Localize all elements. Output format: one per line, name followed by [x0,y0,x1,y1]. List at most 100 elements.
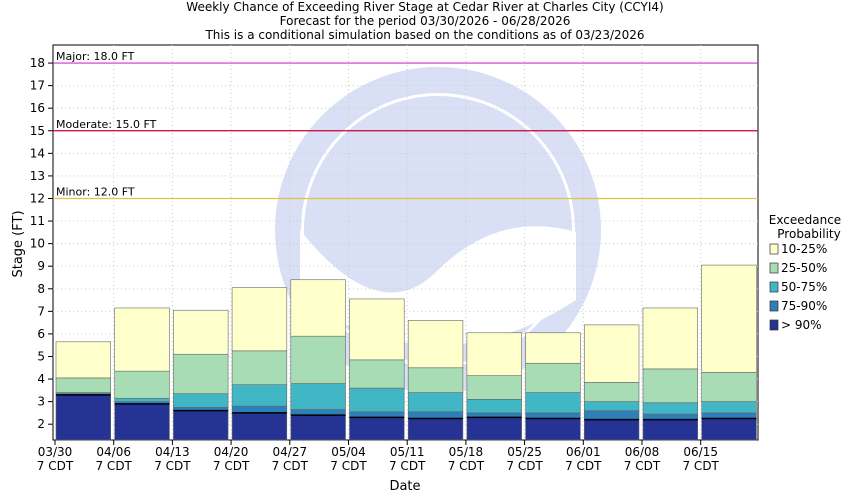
legend-swatch [769,243,779,255]
bar-segment [525,418,581,441]
legend-entry: > 90% [781,318,822,332]
legend-swatch [769,281,779,293]
chart-titles: Weekly Chance of Exceeding River Stage a… [0,0,850,42]
bar-segment [642,402,699,415]
y-tick-label: 8 [37,282,45,296]
x-tick-time: 7 CDT [565,459,602,473]
legend-entry: 75-90% [781,299,827,313]
x-tick-time: 7 CDT [624,459,661,473]
y-tick-label: 11 [30,214,45,228]
y-tick-label: 17 [30,79,45,93]
chart-subtitle-2: This is a conditional simulation based o… [205,28,645,42]
bar-segment [231,384,288,407]
bar-segment [466,375,522,400]
x-tick-date: 05/11 [390,445,425,459]
bar-segment [114,370,170,399]
bar-segment [114,397,170,402]
bar-segment [173,309,229,355]
threshold-label: Major: 18.0 FT [56,50,135,63]
bar-segment [55,377,112,393]
y-tick-label: 3 [37,395,45,409]
bar-segment [349,417,405,441]
legend-entry: 50-75% [781,280,827,294]
bar-segment [349,387,405,413]
bar-segment [407,392,464,413]
x-tick-date: 05/04 [331,445,366,459]
bar-segment [349,359,405,389]
legend-title-2: Probability [777,227,840,241]
bar-segment [701,418,757,441]
y-tick-label: 14 [30,146,45,160]
bar-segment [290,383,346,410]
threshold-label: Moderate: 15.0 FT [56,118,157,131]
bar-segment [525,392,581,414]
bar-segment [701,371,757,402]
y-axis-label: Stage (FT) [11,210,26,277]
y-tick-label: 16 [30,101,45,115]
bar-segment [407,367,464,393]
x-tick-date: 04/06 [96,445,131,459]
bar-segment [466,417,522,441]
legend-swatch [769,262,779,274]
bar-segment [642,307,699,370]
x-tick-time: 7 CDT [330,459,367,473]
bar-segment [173,393,229,408]
bar-segment [466,399,522,414]
bar-segment [583,382,640,402]
bar-segment [642,368,699,404]
x-axis-label: Date [389,479,420,494]
y-tick-label: 13 [30,169,45,183]
bar-segment [642,413,699,420]
bar-segment [349,411,405,418]
bar-segment [114,403,170,441]
bar-segment [407,320,464,369]
legend-swatch [769,300,779,312]
bar-segment [583,324,640,383]
x-tick-time: 7 CDT [506,459,543,473]
bar-segment [290,414,346,441]
x-tick-time: 7 CDT [389,459,426,473]
x-tick-date: 04/13 [155,445,190,459]
x-tick-time: 7 CDT [682,459,719,473]
bar-segment [407,418,464,441]
y-tick-label: 12 [30,191,45,205]
bar-segment [407,411,464,419]
bar-segment [173,353,229,395]
x-tick-date: 05/18 [449,445,484,459]
y-tick-label: 9 [37,259,45,273]
bar-segment [583,419,640,441]
bar-segment [701,401,757,414]
bar-segment [525,332,581,364]
plot-frame [52,44,759,441]
x-tick-time: 7 CDT [95,459,132,473]
bar-segment [55,341,112,379]
y-tick-label: 2 [37,417,45,431]
bar-segment [525,362,581,393]
x-tick-date: 05/25 [507,445,542,459]
bar-segment [231,412,288,441]
bar-segment [55,394,112,441]
chart-title: Weekly Chance of Exceeding River Stage a… [186,0,664,14]
bar-segment [231,405,288,414]
bar-segment [290,409,346,416]
y-tick-label: 10 [30,237,45,251]
x-tick-time: 7 CDT [213,459,250,473]
legend-title: Exceedance [769,213,841,227]
bar-segment [701,412,757,419]
threshold-label: Minor: 12.0 FT [56,185,135,198]
x-tick-date: 06/01 [566,445,601,459]
x-tick-date: 03/30 [38,445,73,459]
legend-entry: 25-50% [781,261,827,275]
bar-segment [173,410,229,441]
bar-segment [290,335,346,384]
legend-entry: 10-25% [781,242,827,256]
x-tick-time: 7 CDT [448,459,485,473]
y-tick-label: 5 [37,349,45,363]
bar-segment [583,401,640,411]
y-tick-label: 6 [37,327,45,341]
x-tick-date: 04/27 [273,445,308,459]
x-tick-time: 7 CDT [154,459,191,473]
bar-segment [525,412,581,419]
